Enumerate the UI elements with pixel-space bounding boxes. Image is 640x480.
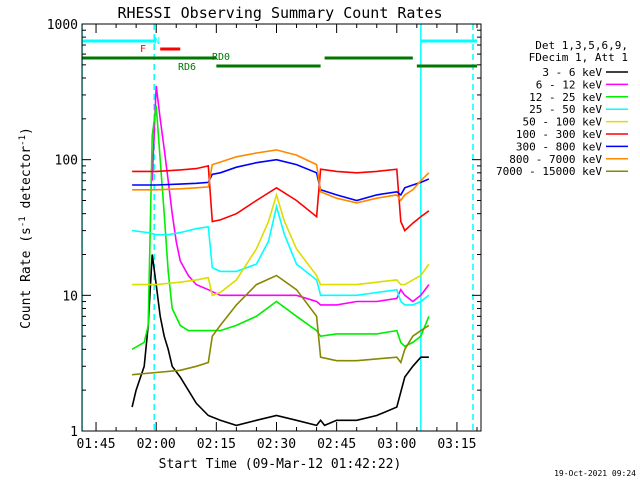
- y-tick-label: 1000: [47, 18, 78, 33]
- y-axis-label: Count Rate (s-1 detector-1): [18, 127, 34, 329]
- series-line-5: [132, 164, 430, 232]
- plot-lines: [82, 24, 474, 431]
- x-tick-label: 02:45: [317, 437, 356, 452]
- x-axis: 01:45 02:00 02:15 02:30 02:45 03:00 03:15: [76, 24, 478, 452]
- x-axis-label: Start Time (09-Mar-12 01:42:22): [159, 457, 402, 472]
- y-axis-label-sup: -1: [18, 216, 28, 227]
- plot-frame: [81, 23, 482, 432]
- legend-label: 7000 - 15000 keV: [496, 165, 602, 178]
- x-tick-label: 02:15: [197, 437, 236, 452]
- y-axis-label-sup2: -1: [18, 135, 28, 146]
- y-axis-label-end: ): [19, 127, 34, 135]
- x-tick-label: 01:45: [76, 437, 115, 452]
- legend: Det 1,3,5,6,9,FDecim 1, Att 1 3 - 6 keV6 …: [496, 39, 628, 178]
- y-axis-label-main: Count Rate (s: [19, 227, 34, 329]
- series-line-0: [131, 254, 429, 427]
- y-tick-label: 10: [62, 289, 78, 304]
- chart-title: RHESSI Observing Summary Count Rates: [117, 4, 442, 22]
- legend-label: 50 - 100 keV: [523, 116, 603, 129]
- legend-label: 100 - 300 keV: [516, 128, 602, 141]
- x-tick-label: 03:15: [437, 437, 476, 452]
- x-tick-label: 03:00: [377, 437, 416, 452]
- legend-label: 12 - 25 keV: [529, 91, 602, 104]
- legend-label: 800 - 7000 keV: [509, 153, 602, 166]
- y-axis: 1 10 100 1000: [47, 18, 481, 440]
- legend-label: 300 - 800 keV: [516, 140, 602, 153]
- series-line-1: [151, 85, 430, 306]
- bar-label-RD0: RD0: [212, 52, 230, 63]
- legend-header: Det 1,3,5,6,9,: [535, 39, 628, 52]
- bar-label-F: F: [140, 44, 146, 55]
- legend-label: 25 - 50 keV: [529, 103, 602, 116]
- bar-label-N: N: [154, 36, 160, 47]
- series-line-6: [132, 158, 430, 202]
- y-tick-label: 1: [70, 425, 78, 440]
- x-tick-label: 02:00: [137, 437, 176, 452]
- series-line-4: [132, 192, 430, 297]
- y-tick-label: 100: [55, 154, 78, 169]
- series-line-3: [132, 203, 430, 306]
- instrument-bars: NF RD0 RD6: [82, 36, 477, 73]
- series-line-2: [131, 105, 430, 350]
- legend-label: 3 - 6 keV: [542, 66, 602, 79]
- bar-label-RD6: RD6: [178, 62, 196, 73]
- legend-header: FDecim 1, Att 1: [529, 51, 628, 64]
- series-line-7: [132, 149, 430, 204]
- y-axis-label-tail: detector: [19, 146, 34, 217]
- x-tick-label: 02:30: [257, 437, 296, 452]
- timestamp-stamp: 19-Oct-2021 09:24: [554, 469, 636, 478]
- legend-label: 6 - 12 keV: [536, 78, 603, 91]
- series-line-8: [132, 274, 430, 376]
